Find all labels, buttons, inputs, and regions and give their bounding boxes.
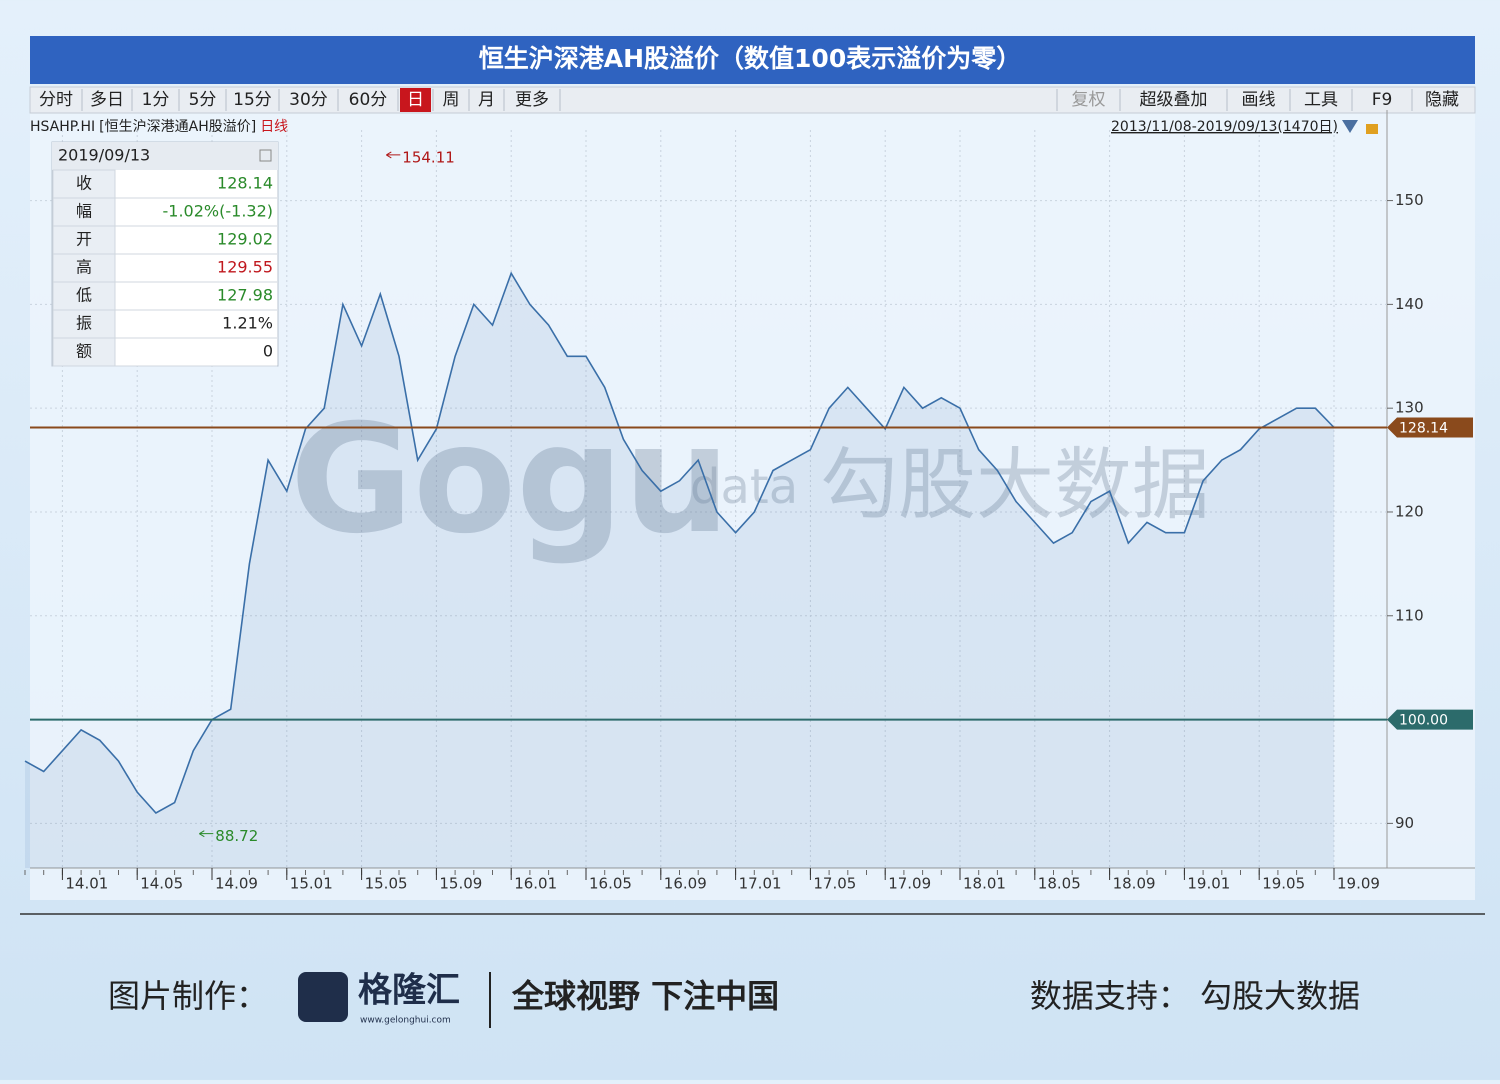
footer-support: 数据支持： 勾股大数据 <box>1030 977 1360 1015</box>
symbol: HSAHP.HI <box>30 119 95 135</box>
symbol_name: [恒生沪深港通AH股溢价] <box>99 119 256 135</box>
info-value: 129.55 <box>217 258 273 277</box>
x-tick-label: 14.01 <box>65 875 108 893</box>
annotation-arrow <box>199 830 214 838</box>
y-tick-label: 90 <box>1395 814 1414 832</box>
x-tick-label: 19.01 <box>1187 875 1230 893</box>
info-close[interactable] <box>259 149 272 162</box>
info-label: 开 <box>76 230 92 249</box>
toolbar-button[interactable]: 复权 <box>1072 90 1106 110</box>
range-arrow[interactable] <box>1342 120 1358 133</box>
logo-url: www.gelonghui.com <box>360 1016 451 1026</box>
info-label: 振 <box>76 314 92 333</box>
x-tick-label: 17.09 <box>888 875 931 893</box>
info-label: 低 <box>76 286 92 305</box>
reference-label: 100.00 <box>1399 713 1448 729</box>
period: 日线 <box>260 119 288 135</box>
x-tick-label: 16.01 <box>514 875 557 893</box>
x-tick-label: 15.01 <box>290 875 333 893</box>
reference-tag <box>1387 417 1473 438</box>
date-range[interactable]: 2013/11/08-2019/09/13(1470日) <box>1111 119 1338 135</box>
info-value: 0 <box>263 342 273 361</box>
info-value: 129.02 <box>217 230 273 249</box>
info-value: 127.98 <box>217 286 273 305</box>
footer-made-by: 图片制作： <box>108 977 268 1015</box>
title: 恒生沪深港AH股溢价（数值100表示溢价为零） <box>479 44 1021 73</box>
toolbar-active <box>400 88 431 112</box>
logo-text: 格隆汇 <box>358 971 460 1011</box>
toolbar-button[interactable]: 60分 <box>349 90 388 110</box>
annotation-arrow <box>386 151 401 159</box>
toolbar-button[interactable]: 月 <box>478 90 495 110</box>
toolbar-button[interactable]: 分时 <box>39 90 73 110</box>
symbol: HSAHP.HI [恒生沪深港通AH股溢价] 日线 <box>30 119 288 135</box>
x-tick-label: 14.09 <box>215 875 258 893</box>
reference-label: 128.14 <box>1399 420 1448 436</box>
x-tick-label: 15.09 <box>439 875 482 893</box>
info-label-cell <box>52 253 116 283</box>
x-tick-label: 18.01 <box>963 875 1006 893</box>
toolbar-button[interactable]: 日 <box>407 90 424 110</box>
lock-icon <box>1366 124 1378 134</box>
info-header <box>52 142 278 170</box>
x-tick-label: 19.05 <box>1262 875 1305 893</box>
annotation: 154.11 <box>402 148 455 166</box>
toolbar <box>29 86 1476 114</box>
x-tick-label: 14.05 <box>140 875 183 893</box>
info-label-cell <box>52 169 116 199</box>
info-label-cell <box>52 197 116 227</box>
toolbar-button[interactable]: 工具 <box>1304 90 1338 110</box>
x-tick-label: 16.09 <box>664 875 707 893</box>
info-value: 128.14 <box>217 174 273 193</box>
x-tick-label: 16.05 <box>589 875 632 893</box>
title-bar <box>30 36 1475 84</box>
footer-slogan: 全球视野 下注中国 <box>511 977 779 1015</box>
x-tick-label: 15.05 <box>365 875 408 893</box>
info-value: 1.21% <box>222 314 273 333</box>
line <box>24 271 1335 815</box>
x-tick-label: 17.01 <box>739 875 782 893</box>
info-label-cell <box>52 225 116 255</box>
y-tick-label: 150 <box>1395 191 1424 209</box>
x-tick-label: 17.05 <box>813 875 856 893</box>
toolbar-button[interactable]: F9 <box>1372 90 1393 110</box>
toolbar-button[interactable]: 多日 <box>90 90 124 110</box>
reference-tag <box>1387 709 1473 730</box>
x-tick-label: 18.05 <box>1038 875 1081 893</box>
watermark-name: 勾股大数据 <box>820 440 1210 530</box>
logo-mark <box>298 972 348 1022</box>
info-label-cell <box>52 337 116 367</box>
info-label: 收 <box>76 174 92 193</box>
y-tick-label: 110 <box>1395 606 1424 624</box>
x-tick-label: 19.09 <box>1337 875 1380 893</box>
info-value: -1.02%(-1.32) <box>163 202 273 221</box>
watermark-brand: Gogu <box>290 393 730 567</box>
toolbar-button[interactable]: 更多 <box>515 90 549 110</box>
info-label: 高 <box>76 258 92 277</box>
info-label: 幅 <box>76 202 92 221</box>
toolbar-button[interactable]: 超级叠加 <box>1140 90 1208 110</box>
info-date: 2019/09/13 <box>58 146 150 165</box>
toolbar-button[interactable]: 5分 <box>189 90 217 110</box>
toolbar-button[interactable]: 15分 <box>233 90 272 110</box>
toolbar-button[interactable]: 30分 <box>289 90 328 110</box>
y-tick-label: 130 <box>1395 399 1424 417</box>
toolbar-button[interactable]: 画线 <box>1242 90 1276 110</box>
y-tick-label: 120 <box>1395 502 1424 520</box>
annotation: 88.72 <box>215 827 258 845</box>
info-label: 额 <box>76 342 92 361</box>
toolbar-button[interactable]: 隐藏 <box>1425 90 1459 110</box>
x-tick-label: 18.09 <box>1113 875 1156 893</box>
toolbar-button[interactable]: 1分 <box>142 90 170 110</box>
y-tick-label: 140 <box>1395 295 1424 313</box>
toolbar-button[interactable]: 周 <box>443 90 460 110</box>
